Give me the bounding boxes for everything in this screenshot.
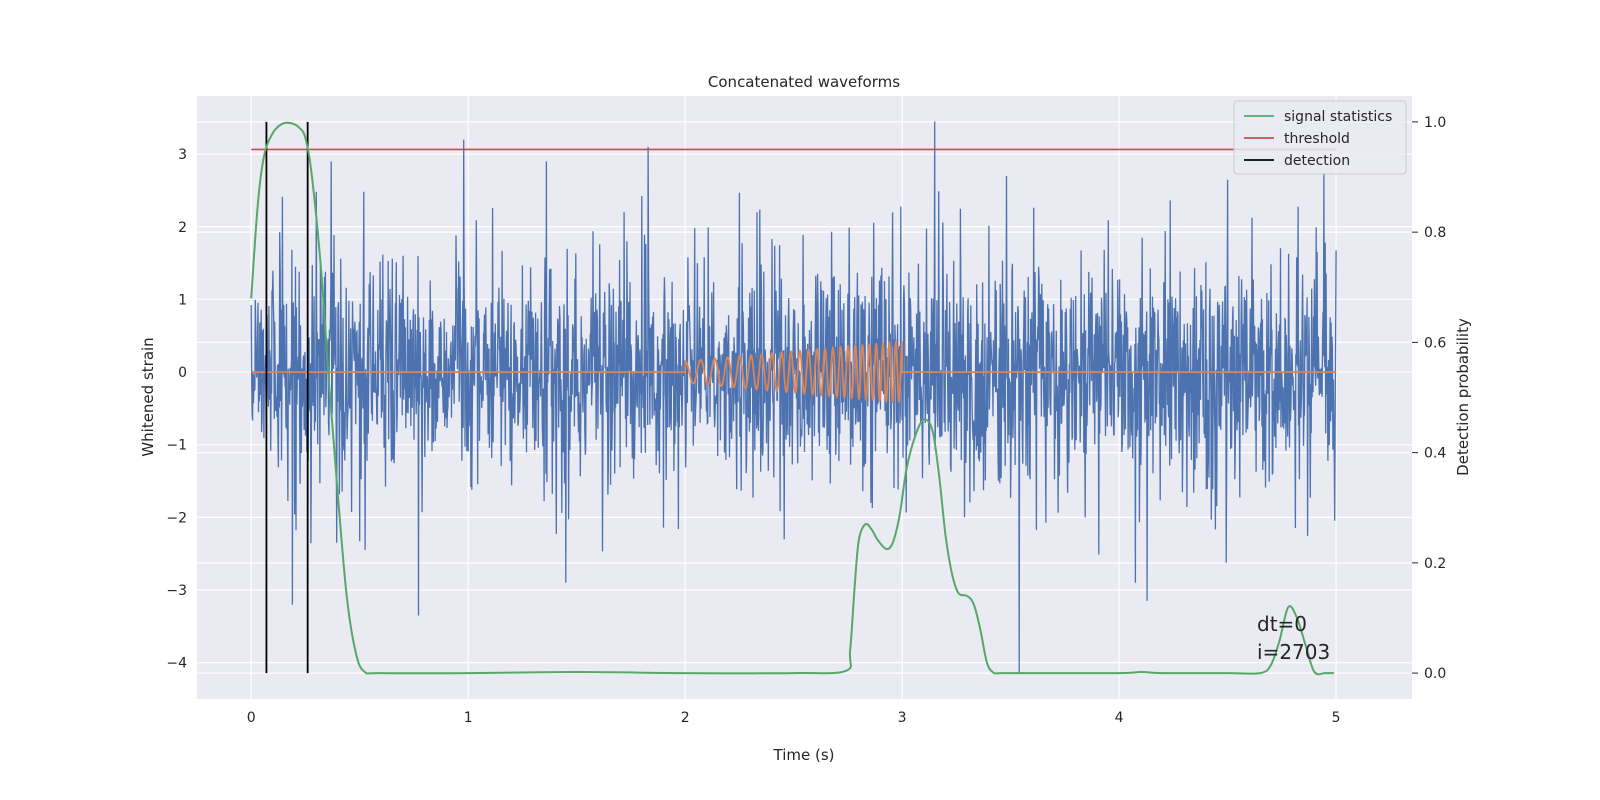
annotation-dt: dt=0: [1257, 612, 1307, 636]
x-tick-label: 5: [1332, 710, 1341, 726]
y-axis-label: Whitened strain: [139, 337, 157, 456]
y2-axis-label: Detection probability: [1454, 318, 1472, 476]
x-tick-label: 1: [464, 710, 473, 726]
y2-tick-label: 0.6: [1424, 335, 1446, 351]
legend-label-signal: signal statistics: [1284, 109, 1392, 125]
y-tick-label: 3: [178, 147, 187, 163]
series-injected: [251, 339, 1337, 404]
y2-ticks: 0.0 0.2 0.4 0.6 0.8 1.0: [1412, 115, 1446, 682]
plot-area: [250, 121, 1337, 676]
x-ticks: 0 1 2 3 4 5: [247, 710, 1341, 726]
series-strain: [250, 121, 1337, 674]
y2-tick-label: 1.0: [1424, 115, 1446, 131]
y2-tick-label: 0.2: [1424, 556, 1446, 572]
series-signal-statistics: [250, 121, 1334, 676]
y2-tick-label: 0.0: [1424, 666, 1446, 682]
legend-box: [1233, 100, 1407, 175]
y-tick-label: 2: [178, 220, 187, 236]
x-tick-label: 3: [898, 710, 907, 726]
y-tick-label: 0: [178, 365, 187, 381]
x-tick-label: 2: [681, 710, 690, 726]
y-tick-label: 1: [178, 292, 187, 308]
x-axis-label: Time (s): [773, 746, 835, 764]
y-tick-label: −2: [166, 510, 187, 526]
legend-label-detection: detection: [1284, 153, 1350, 169]
y-tick-label: −1: [166, 438, 187, 454]
annotation-i: i=2703: [1257, 640, 1330, 664]
chart-title: Concatenated waveforms: [708, 73, 900, 91]
y-tick-label: −4: [166, 656, 187, 672]
x-tick-label: 0: [247, 710, 256, 726]
y2-tick-label: 0.4: [1424, 446, 1446, 462]
y-tick-label: −3: [166, 583, 187, 599]
legend: signal statistics threshold detection: [1233, 100, 1407, 175]
legend-label-threshold: threshold: [1284, 131, 1350, 147]
y-ticks: −4 −3 −2 −1 0 1 2 3: [166, 147, 187, 672]
x-tick-label: 4: [1115, 710, 1124, 726]
y2-tick-label: 0.8: [1424, 225, 1446, 241]
